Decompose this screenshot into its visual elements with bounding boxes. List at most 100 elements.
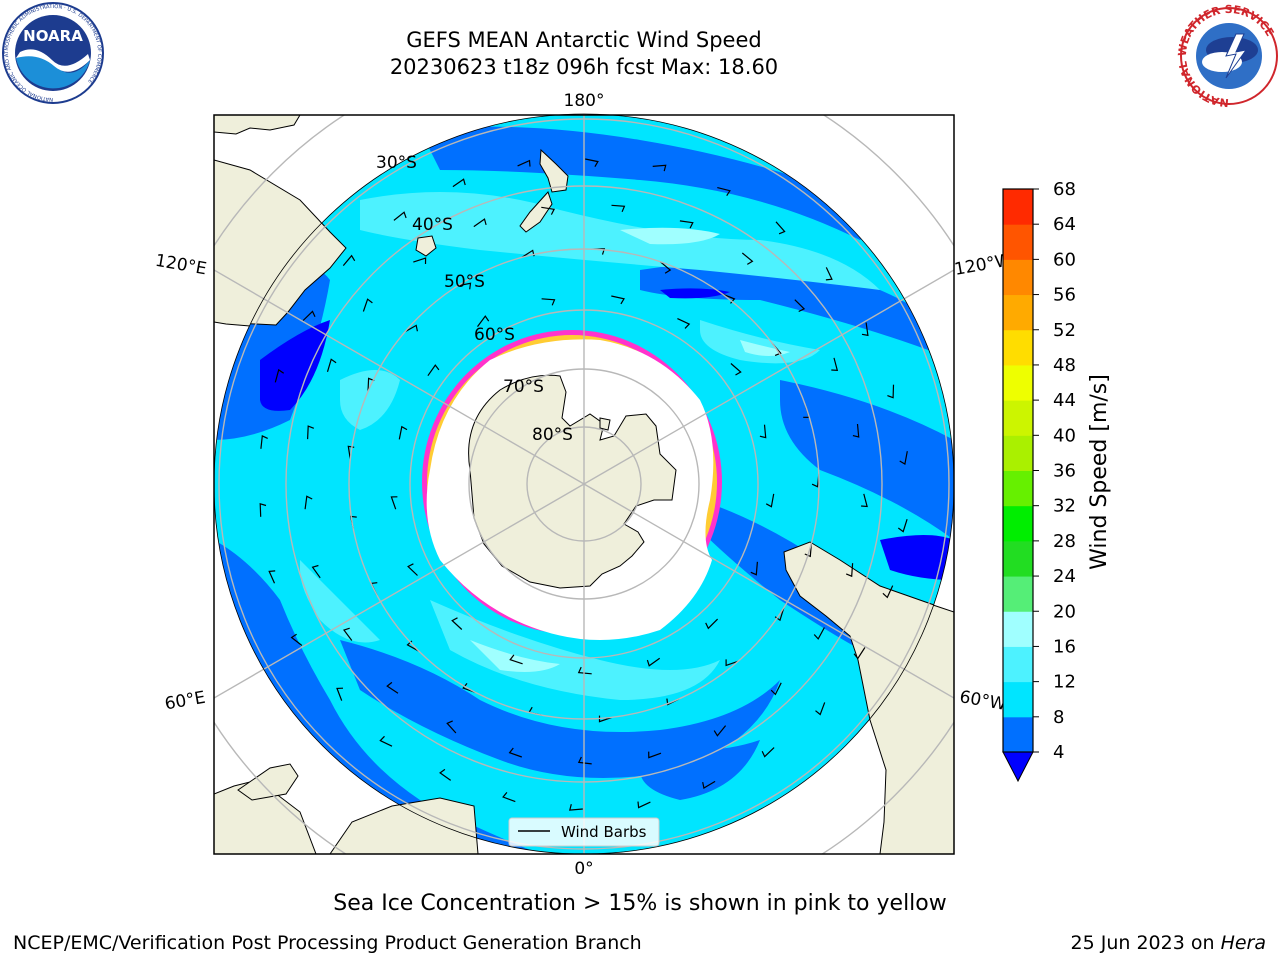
map-title: GEFS MEAN Antarctic Wind Speed bbox=[406, 28, 762, 52]
wind-barb bbox=[770, 682, 782, 696]
wind-barb bbox=[290, 633, 303, 646]
wind-barb bbox=[457, 282, 472, 290]
noaa-logo-text: NOARA bbox=[23, 27, 83, 45]
wind-barb bbox=[307, 425, 315, 440]
nws-logo: NATIONAL WEATHER SERVICE bbox=[1176, 3, 1278, 109]
map-frame bbox=[213, 114, 955, 855]
wind-barb bbox=[274, 368, 285, 383]
wind-barb bbox=[897, 519, 908, 533]
colorbar-segment bbox=[1003, 646, 1033, 683]
graticule bbox=[214, 115, 954, 854]
wind-barb bbox=[646, 657, 661, 667]
label-180: 180° bbox=[564, 91, 605, 111]
wind-barb bbox=[577, 666, 592, 675]
wind-barb bbox=[407, 563, 418, 576]
colorbar-segment bbox=[1003, 540, 1033, 577]
wind-barb bbox=[761, 747, 775, 758]
branch-credit: NCEP/EMC/Verification Post Processing Pr… bbox=[13, 932, 642, 954]
colorbar-tick-label: 64 bbox=[1053, 214, 1076, 235]
wind-barb bbox=[517, 159, 531, 167]
colorbar-segment bbox=[1003, 329, 1033, 366]
colorbar-tick-label: 36 bbox=[1053, 461, 1076, 482]
wind-barb bbox=[326, 358, 337, 372]
colorbar-tick-label: 60 bbox=[1053, 249, 1076, 270]
wind-barb bbox=[367, 377, 375, 392]
wind-barb bbox=[611, 204, 626, 213]
wind-barb bbox=[882, 585, 894, 599]
wind-barb bbox=[259, 502, 267, 517]
legend-label: Wind Barbs bbox=[561, 823, 647, 841]
wind-barb bbox=[311, 564, 321, 579]
wind-barb bbox=[390, 496, 398, 510]
colorbar-tick-label: 32 bbox=[1053, 496, 1076, 517]
wind-barb bbox=[577, 756, 592, 765]
colorbar-segment bbox=[1003, 611, 1033, 647]
colorbar-tick-label: 68 bbox=[1053, 179, 1076, 200]
colorbar-tick-label: 28 bbox=[1053, 531, 1076, 552]
wind-barb bbox=[775, 221, 786, 235]
label-40s: 40°S bbox=[412, 215, 453, 235]
colorbar-segment bbox=[1003, 294, 1033, 331]
wind-barb bbox=[794, 299, 806, 313]
colorbar-segment bbox=[1003, 716, 1033, 753]
wind-barb bbox=[268, 570, 276, 584]
label-80s: 80°S bbox=[532, 425, 573, 445]
new-zealand-land bbox=[539, 148, 569, 193]
colorbar-tick-label: 44 bbox=[1053, 390, 1076, 411]
wind-barb bbox=[813, 627, 825, 640]
colorbar-extend-arrow bbox=[1002, 751, 1034, 783]
label-70s: 70°S bbox=[503, 377, 544, 397]
colorbar-segment bbox=[1003, 681, 1033, 718]
wind-barb bbox=[446, 720, 457, 734]
wind-barb bbox=[713, 725, 727, 737]
label-120e: 120°E bbox=[154, 251, 208, 280]
sea-ice-caption: Sea Ice Concentration > 15% is shown in … bbox=[333, 891, 947, 916]
wind-barb bbox=[451, 617, 463, 630]
wind-barb bbox=[343, 627, 353, 641]
colorbar-tick-label: 24 bbox=[1053, 566, 1076, 587]
noaa-logo: NOARA NATIONAL OCEANIC AND ATMOSPHERIC A… bbox=[2, 2, 104, 104]
wind-barb bbox=[260, 435, 268, 449]
wind-barb bbox=[362, 298, 373, 312]
colorbar-segment bbox=[1003, 576, 1033, 612]
wind-barb bbox=[611, 295, 625, 305]
wind-barb bbox=[679, 220, 694, 229]
colorbar-tick-label: 20 bbox=[1053, 601, 1076, 622]
wind-barb bbox=[427, 364, 440, 377]
wind-barb bbox=[413, 257, 427, 265]
colorbar-segment bbox=[1003, 400, 1033, 436]
colorbar-segment bbox=[1003, 364, 1033, 401]
colorbar-tick-label: 56 bbox=[1053, 285, 1076, 306]
wind-barb bbox=[815, 702, 826, 716]
colorbar-segment bbox=[1003, 259, 1033, 296]
wind-barb bbox=[342, 254, 356, 266]
wind-barb bbox=[730, 363, 742, 376]
wind-barb bbox=[804, 543, 812, 558]
wind-barb bbox=[677, 318, 691, 329]
wind-barb-legend: Wind Barbs bbox=[508, 817, 660, 847]
wind-barb bbox=[509, 654, 523, 665]
wind-barb bbox=[404, 324, 418, 333]
wind-barb bbox=[759, 424, 767, 439]
wind-barb bbox=[398, 425, 408, 440]
colorbar-segment bbox=[1003, 435, 1033, 471]
colorbar-tick-label: 4 bbox=[1053, 742, 1064, 763]
wind-barb bbox=[887, 384, 895, 399]
wind-barb bbox=[725, 659, 739, 667]
colorbar-tick-label: 12 bbox=[1053, 672, 1076, 693]
host-name: Hera bbox=[1220, 932, 1266, 954]
colorbar-segment bbox=[1003, 224, 1033, 260]
colorbar-label: Wind Speed [m/s] bbox=[1087, 374, 1112, 570]
wind-barb bbox=[861, 322, 869, 337]
map-panel: 30°S 40°S 50°S 60°S 70°S 80°S 180° 0° 12… bbox=[154, 91, 1014, 879]
colorbar-segment bbox=[1003, 189, 1033, 225]
wind-barb bbox=[386, 681, 399, 694]
label-0: 0° bbox=[574, 859, 593, 879]
wind-barb bbox=[637, 801, 651, 809]
wind-barb bbox=[439, 768, 452, 781]
wind-barb bbox=[652, 164, 667, 172]
wind-barb bbox=[541, 298, 556, 306]
wind-barb bbox=[845, 563, 854, 578]
label-60w: 60°W bbox=[958, 687, 1008, 715]
